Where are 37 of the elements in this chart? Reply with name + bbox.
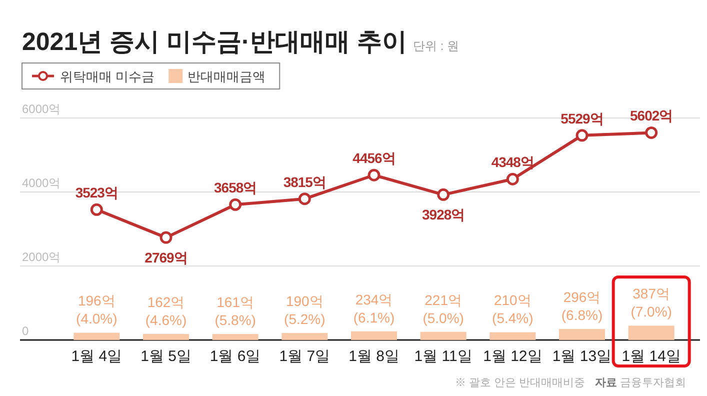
- data-label: 196억 (4.0%): [76, 292, 118, 327]
- x-tick-label: 1월 12일: [483, 348, 542, 365]
- x-tick-label: 1월 14일: [622, 348, 681, 365]
- data-label: 190억 (5.2%): [284, 292, 326, 327]
- chart-title: 2021년 증시 미수금·반대매매 추이: [22, 28, 407, 56]
- data-label: 162억 (4.6%): [145, 294, 187, 328]
- data-label: 3815억: [283, 174, 326, 190]
- x-tick-label: 1월 11일: [414, 348, 472, 365]
- y-tick-label: 0: [22, 324, 29, 338]
- data-label: 387억 (7.0%): [630, 286, 672, 320]
- data-label: 161억 (5.8%): [214, 294, 256, 328]
- y-tick-label: 4000억: [22, 176, 61, 190]
- data-label: 234억 (6.1%): [353, 291, 395, 326]
- data-label: 4348억: [491, 154, 534, 170]
- x-tick-label: 1월 13일: [552, 348, 612, 365]
- x-tick-label: 1월 7일: [279, 348, 330, 365]
- y-tick-label: 6000억: [22, 102, 61, 116]
- data-label: 5529억: [560, 110, 604, 126]
- x-tick-label: 1월 8일: [348, 348, 400, 365]
- data-label: 2769억: [144, 250, 188, 266]
- x-tick-label: 1월 5일: [140, 348, 192, 365]
- x-tick-label: 1월 4일: [71, 348, 122, 365]
- data-label: 3658억: [214, 180, 257, 196]
- data-label: 3928억: [422, 206, 465, 223]
- data-label: 5602억: [630, 108, 673, 124]
- legend-label: 위탁매매 미수금: [60, 69, 155, 84]
- text: ※ 괄호 안은 반대매매비중: [454, 377, 585, 389]
- x-tick-label: 1월 6일: [210, 348, 261, 365]
- data-label: 4456억: [352, 150, 396, 166]
- chart-subtitle: 단위 : 원: [413, 39, 460, 53]
- data-label: 3523억: [75, 184, 118, 201]
- legend-label: 반대매매금액: [188, 69, 266, 84]
- data-label: 221억 (5.0%): [422, 292, 464, 326]
- y-tick-label: 2000억: [22, 250, 61, 264]
- data-label: 296억 (6.8%): [561, 289, 603, 324]
- data-label: 210억 (5.4%): [492, 292, 534, 326]
- text: 자료 금융투자협회: [594, 377, 686, 389]
